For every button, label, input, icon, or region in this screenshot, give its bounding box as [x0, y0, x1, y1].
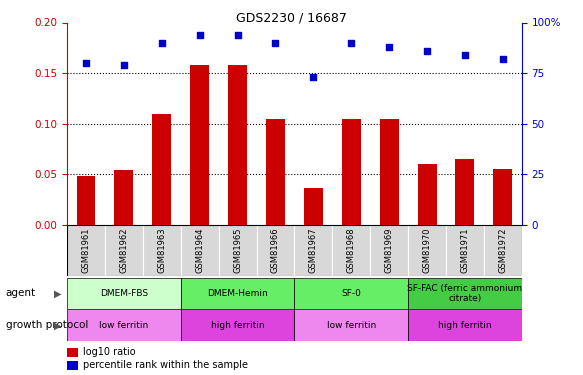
Bar — [455, 159, 475, 225]
Bar — [67, 225, 105, 276]
Bar — [294, 309, 408, 341]
Point — [195, 32, 205, 38]
Text: GSM81968: GSM81968 — [347, 227, 356, 273]
Bar — [484, 225, 522, 276]
Text: GSM81971: GSM81971 — [461, 227, 469, 273]
Bar — [105, 225, 143, 276]
Text: high ferritin: high ferritin — [211, 321, 264, 330]
Bar — [114, 170, 134, 225]
Bar — [370, 225, 408, 276]
Point — [460, 52, 469, 58]
Bar — [304, 188, 323, 225]
Point — [119, 62, 128, 68]
Text: high ferritin: high ferritin — [438, 321, 491, 330]
Text: agent: agent — [6, 288, 36, 298]
Point — [498, 56, 507, 62]
Text: GSM81970: GSM81970 — [423, 227, 431, 273]
Text: ▶: ▶ — [54, 320, 61, 330]
Bar — [342, 118, 361, 225]
Text: SF-FAC (ferric ammonium
citrate): SF-FAC (ferric ammonium citrate) — [408, 284, 522, 303]
Text: low ferritin: low ferritin — [326, 321, 376, 330]
Bar — [181, 278, 294, 309]
Text: ▶: ▶ — [54, 288, 61, 298]
Bar — [493, 170, 512, 225]
Text: GDS2230 / 16687: GDS2230 / 16687 — [236, 11, 347, 24]
Point — [82, 60, 91, 66]
Text: low ferritin: low ferritin — [99, 321, 149, 330]
Bar — [181, 309, 294, 341]
Bar — [408, 278, 522, 309]
Bar — [190, 65, 209, 225]
Bar — [294, 225, 332, 276]
Text: GSM81964: GSM81964 — [195, 227, 204, 273]
Text: GSM81962: GSM81962 — [120, 227, 128, 273]
Bar — [266, 118, 285, 225]
Point — [385, 44, 394, 50]
Text: GSM81969: GSM81969 — [385, 227, 394, 273]
Bar — [408, 225, 446, 276]
Text: GSM81967: GSM81967 — [309, 227, 318, 273]
Bar — [143, 225, 181, 276]
Bar — [181, 225, 219, 276]
Text: percentile rank within the sample: percentile rank within the sample — [83, 360, 248, 370]
Bar — [380, 118, 399, 225]
Point — [308, 74, 318, 80]
Text: GSM81963: GSM81963 — [157, 227, 166, 273]
Bar — [228, 65, 247, 225]
Bar — [408, 309, 522, 341]
Bar — [67, 348, 78, 357]
Bar — [332, 225, 370, 276]
Text: GSM81966: GSM81966 — [271, 227, 280, 273]
Bar — [67, 278, 181, 309]
Text: DMEM-FBS: DMEM-FBS — [100, 289, 148, 298]
Bar — [76, 176, 96, 225]
Bar — [257, 225, 294, 276]
Text: GSM81965: GSM81965 — [233, 227, 242, 273]
Text: DMEM-Hemin: DMEM-Hemin — [207, 289, 268, 298]
Bar — [294, 278, 408, 309]
Bar — [446, 225, 484, 276]
Point — [271, 40, 280, 46]
Point — [157, 40, 167, 46]
Bar — [67, 309, 181, 341]
Bar — [219, 225, 257, 276]
Point — [346, 40, 356, 46]
Point — [422, 48, 431, 54]
Bar — [67, 361, 78, 370]
Bar — [152, 114, 171, 225]
Text: SF-0: SF-0 — [341, 289, 361, 298]
Text: GSM81972: GSM81972 — [498, 227, 507, 273]
Bar — [417, 164, 437, 225]
Text: growth protocol: growth protocol — [6, 320, 88, 330]
Text: GSM81961: GSM81961 — [82, 227, 90, 273]
Point — [233, 32, 243, 38]
Text: log10 ratio: log10 ratio — [83, 347, 136, 357]
